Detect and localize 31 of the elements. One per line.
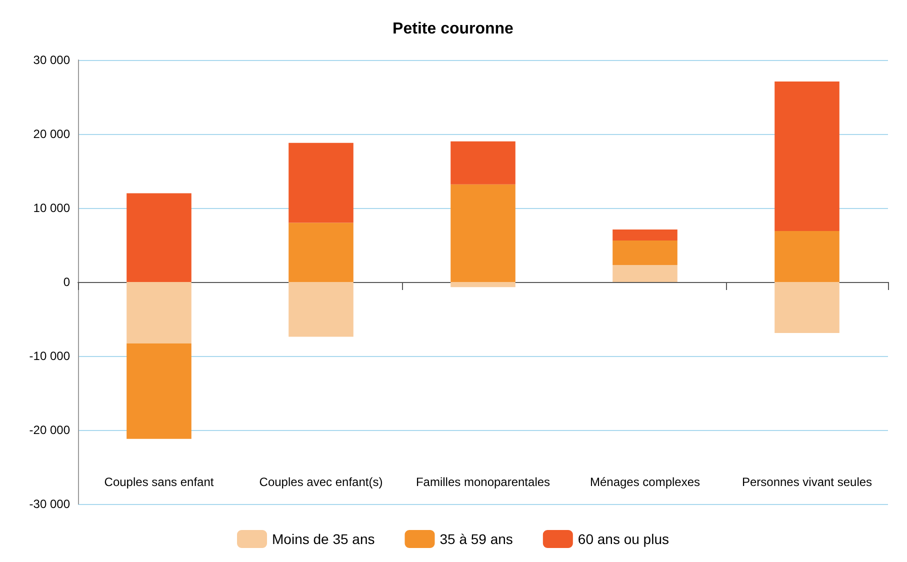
bar [126, 282, 192, 344]
bar [288, 142, 354, 223]
y-tick-label: -10 000 [29, 349, 70, 363]
y-tick-label: 0 [63, 275, 70, 289]
bar [450, 282, 516, 288]
bar [450, 184, 516, 282]
y-tick-label: 10 000 [33, 201, 70, 215]
legend-label: Moins de 35 ans [272, 531, 375, 547]
bar [612, 240, 678, 265]
bar [612, 264, 678, 282]
legend-label: 60 ans ou plus [578, 531, 669, 547]
x-tick-label: Ménages complexes [590, 475, 700, 489]
x-tick-label: Personnes vivant seules [742, 475, 872, 489]
x-tick-label: Familles monoparentales [416, 475, 550, 489]
bar [774, 230, 840, 282]
bar [288, 222, 354, 282]
x-tick-label: Couples avec enfant(s) [259, 475, 383, 489]
bar [450, 141, 516, 184]
chart-title: Petite couronne [392, 20, 514, 38]
bar [774, 81, 840, 231]
bar [612, 229, 678, 241]
x-tick-label: Couples sans enfant [104, 475, 214, 489]
y-tick-label: 20 000 [33, 127, 70, 141]
y-tick-label: -30 000 [29, 497, 70, 511]
y-tick-label: 30 000 [33, 53, 70, 67]
legend-label: 35 à 59 ans [440, 531, 513, 547]
bar [774, 282, 840, 334]
bar [126, 343, 192, 439]
bar [126, 193, 192, 282]
bar [288, 282, 354, 337]
y-tick-label: -20 000 [29, 423, 70, 437]
